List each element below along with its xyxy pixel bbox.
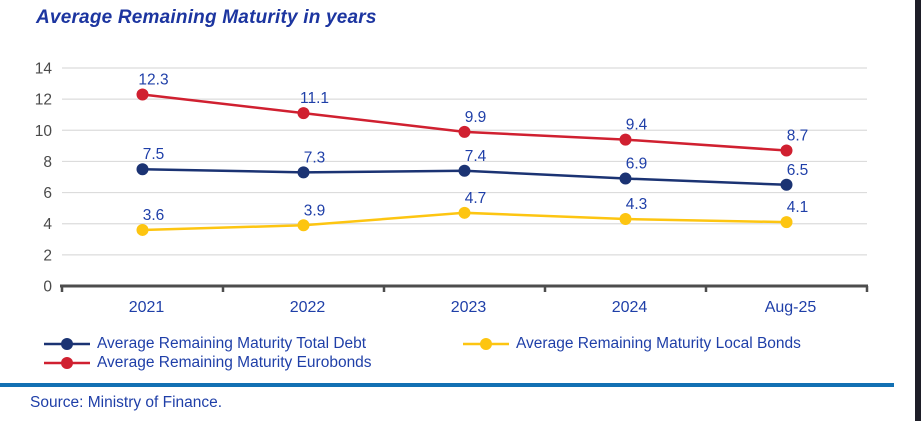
data-label: 4.3 — [626, 196, 648, 213]
data-label: 4.1 — [787, 199, 809, 216]
data-point-total_debt — [458, 164, 471, 177]
data-label: 4.7 — [465, 190, 487, 207]
y-axis-tick-label: 12 — [35, 92, 52, 109]
y-axis-tick-label: 10 — [35, 123, 53, 140]
data-label: 6.9 — [626, 156, 648, 173]
x-axis-category-label: 2024 — [612, 299, 648, 316]
data-label: 12.3 — [138, 71, 168, 88]
data-label: 7.4 — [465, 148, 487, 165]
data-point-local_bonds — [297, 219, 310, 232]
legend-marker-icon — [44, 337, 90, 350]
legend-label: Average Remaining Maturity Local Bonds — [516, 334, 801, 352]
line-chart: 0 2 4 6 8 10 12 14 2021 2022 2023 2024 Aug-25 7.5 7.3 7… — [35, 61, 869, 316]
data-point-total_debt — [780, 178, 793, 191]
y-axis-tick-label: 4 — [43, 216, 52, 233]
footer-divider-line — [0, 383, 894, 387]
data-point-eurobonds — [297, 107, 310, 120]
page-edge-bar — [915, 0, 921, 421]
data-point-eurobonds — [458, 125, 471, 138]
data-label: 11.1 — [300, 90, 329, 107]
x-axis-category-label: 2021 — [129, 299, 165, 316]
legend-label: Average Remaining Maturity Total Debt — [97, 334, 367, 352]
data-label: 8.7 — [787, 128, 809, 145]
data-point-local_bonds — [619, 213, 632, 226]
legend-column: Average Remaining Maturity Local Bonds — [463, 334, 801, 353]
data-label: 3.6 — [143, 207, 165, 224]
chart-title: Average Remaining Maturity in years — [36, 7, 377, 28]
legend-item-local_bonds: Average Remaining Maturity Local Bonds — [463, 334, 801, 353]
data-label: 6.5 — [787, 162, 809, 179]
data-point-total_debt — [136, 163, 149, 176]
data-label: 7.3 — [304, 149, 326, 166]
legend-item-total_debt: Average Remaining Maturity Total Debt — [44, 334, 463, 353]
x-axis-category-label: 2022 — [290, 299, 326, 316]
data-label: 9.4 — [626, 117, 648, 134]
data-point-eurobonds — [619, 133, 632, 146]
data-label: 9.9 — [465, 109, 487, 126]
y-axis-tick-label: 14 — [35, 61, 53, 78]
y-axis-tick-label: 6 — [43, 185, 52, 202]
legend-column: Average Remaining Maturity Total Debt Ave… — [44, 334, 463, 372]
legend-item-eurobonds: Average Remaining Maturity Eurobonds — [44, 353, 463, 372]
data-label: 3.9 — [304, 202, 326, 219]
data-point-local_bonds — [458, 206, 471, 219]
y-axis-tick-label: 0 — [43, 279, 52, 296]
data-point-local_bonds — [136, 223, 149, 236]
legend-label: Average Remaining Maturity Eurobonds — [97, 353, 372, 371]
data-point-eurobonds — [780, 144, 793, 157]
data-point-local_bonds — [780, 216, 793, 229]
y-axis-tick-label: 8 — [43, 154, 52, 171]
chart-legend: Average Remaining Maturity Total Debt Ave… — [44, 334, 801, 372]
legend-marker-icon — [463, 337, 509, 350]
data-point-total_debt — [297, 166, 310, 179]
data-point-eurobonds — [136, 88, 149, 101]
source-note: Source: Ministry of Finance. — [30, 394, 223, 411]
data-point-total_debt — [619, 172, 632, 185]
legend-marker-icon — [44, 356, 90, 369]
x-axis-category-label: 2023 — [451, 299, 487, 316]
x-axis-category-label: Aug-25 — [765, 299, 817, 316]
data-label: 7.5 — [143, 146, 165, 163]
y-axis-tick-label: 2 — [43, 247, 52, 264]
